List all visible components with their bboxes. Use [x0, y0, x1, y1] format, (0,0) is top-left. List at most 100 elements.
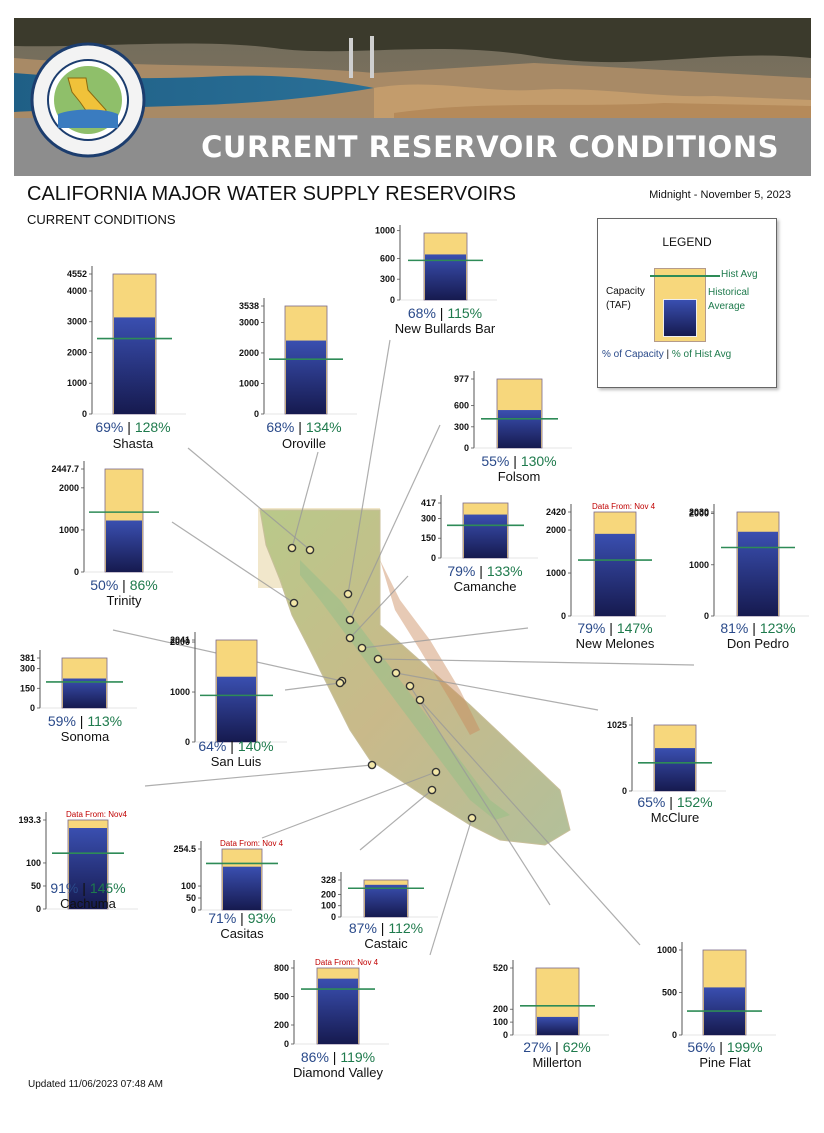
mcclure-pct-capacity: 65% — [637, 794, 665, 810]
pine-flat-tick-label: 1000 — [657, 945, 677, 955]
millerton-connector — [409, 685, 551, 906]
sonoma-tick-label: 150 — [20, 683, 35, 693]
shasta-storage-bar — [114, 317, 155, 414]
oroville-connector — [291, 451, 319, 549]
new-bullards-bar-tick-label: 1000 — [375, 226, 395, 236]
castaic-connector — [359, 789, 433, 851]
pine-flat-chart: 0 500 1000 56% | 199%Pine Flat — [657, 942, 776, 1070]
california-map — [258, 508, 571, 846]
casitas-name: Casitas — [220, 926, 264, 941]
millerton-tick-label: 200 — [493, 1004, 508, 1014]
folsom-pct-separator: | — [509, 453, 520, 469]
oroville-pct-separator: | — [294, 419, 305, 435]
folsom-tick-label: 600 — [454, 401, 469, 411]
castaic-name: Castaic — [364, 936, 408, 951]
diamond-valley-pct-separator: | — [329, 1049, 340, 1065]
don-pedro-connector — [377, 658, 695, 666]
camanche-tick-label: 300 — [421, 513, 436, 523]
legend-title: LEGEND — [662, 235, 712, 249]
folsom-pct-label: 55% | 130% — [481, 453, 556, 469]
millerton-pct-hist: 62% — [563, 1039, 591, 1055]
casitas-pct-hist: 93% — [248, 910, 276, 926]
connector-lines — [112, 339, 695, 956]
shasta-pct-separator: | — [123, 419, 134, 435]
folsom-pct-capacity: 55% — [481, 453, 509, 469]
don-pedro-pct-separator: | — [748, 620, 759, 636]
mcclure-pct-separator: | — [665, 794, 676, 810]
pine-flat-name: Pine Flat — [699, 1055, 751, 1070]
pine-flat-tick-label: 500 — [662, 988, 677, 998]
don-pedro-pct-label: 81% | 123% — [720, 620, 795, 636]
mcclure-connector — [395, 672, 599, 711]
cachuma-name: Cachuma — [60, 896, 116, 911]
diamond-valley-pct-capacity: 86% — [301, 1049, 329, 1065]
castaic-pct-hist: 112% — [388, 920, 423, 936]
folsom-tick-label: 0 — [464, 443, 469, 453]
oroville-pct-capacity: 68% — [266, 419, 294, 435]
cachuma-tick-label: 100 — [26, 858, 41, 868]
legend-footer: % of Capacity | % of Hist Avg — [602, 349, 731, 360]
camanche-pct-separator: | — [475, 563, 486, 579]
new-melones-connector — [361, 627, 529, 649]
new-bullards-bar-marker — [343, 589, 353, 599]
legend: LEGEND Hist Avg Capacity (TAF) Historica… — [597, 218, 777, 388]
new-bullards-bar-name: New Bullards Bar — [395, 321, 496, 336]
millerton-pct-separator: | — [551, 1039, 562, 1055]
sonoma-pct-separator: | — [76, 713, 87, 729]
shasta-marker — [305, 545, 315, 555]
san-luis-pct-capacity: 64% — [198, 738, 226, 754]
casitas-tick-label: 100 — [181, 881, 196, 891]
legend-capacity-label: Capacity (TAF) — [606, 285, 645, 313]
oroville-pct-hist: 134% — [306, 419, 342, 435]
folsom-storage-bar — [498, 410, 541, 448]
camanche-pct-capacity: 79% — [447, 563, 475, 579]
san-luis-tick-label: 0 — [185, 737, 190, 747]
casitas-pct-capacity: 71% — [208, 910, 236, 926]
don-pedro-tick-label: 2030 — [689, 507, 709, 517]
date-label: Midnight - November 5, 2023 — [649, 189, 791, 201]
mcclure-marker — [391, 668, 401, 678]
san-luis-pct-separator: | — [226, 738, 237, 754]
cachuma-data-note: Data From: Nov4 — [66, 810, 127, 819]
new-melones-tick-label: 1000 — [546, 568, 566, 578]
san-luis-tick-label: 1000 — [170, 687, 190, 697]
camanche-chart: 0 150 300 417 79% | 133%Camanche — [421, 495, 538, 594]
castaic-pct-capacity: 87% — [349, 920, 377, 936]
new-bullards-bar-pct-label: 68% | 115% — [408, 305, 482, 321]
san-luis-pct-hist: 140% — [238, 738, 274, 754]
shasta-tick-label: 4552 — [67, 269, 87, 279]
trinity-marker — [289, 598, 299, 608]
camanche-marker — [345, 633, 355, 643]
cachuma-pct-capacity: 91% — [50, 880, 78, 896]
cachuma-tick-label: 50 — [31, 881, 41, 891]
castaic-storage-bar — [365, 884, 407, 917]
pine-flat-pct-capacity: 56% — [687, 1039, 715, 1055]
new-melones-pct-hist: 147% — [617, 620, 653, 636]
new-melones-tick-label: 2420 — [546, 507, 566, 517]
sonoma-tick-label: 0 — [30, 703, 35, 713]
legend-storage-fill — [663, 299, 697, 337]
don-pedro-tick-label: 0 — [704, 611, 709, 621]
page-subtitle: CURRENT CONDITIONS — [27, 212, 176, 227]
trinity-tick-label: 0 — [74, 567, 79, 577]
casitas-chart: 0 50 100 254.5 Data From: Nov 4 71% | 93%Casi… — [173, 839, 292, 941]
casitas-tick-label: 50 — [186, 893, 196, 903]
new-melones-pct-capacity: 79% — [577, 620, 605, 636]
banner-image — [14, 18, 811, 176]
new-melones-chart: 0 1000 2000 2420 Data From: Nov 4 79% | 147%N… — [546, 502, 666, 651]
sonoma-tick-label: 300 — [20, 664, 35, 674]
castaic-pct-separator: | — [377, 920, 388, 936]
folsom-chart: 0 300 600 977 55% | 130%Folsom — [454, 371, 572, 484]
san-luis-name: San Luis — [211, 754, 262, 769]
oroville-tick-label: 0 — [254, 409, 259, 419]
oroville-marker — [287, 543, 297, 553]
millerton-name: Millerton — [532, 1055, 581, 1070]
cachuma-pct-separator: | — [78, 880, 89, 896]
new-bullards-bar-tick-label: 0 — [390, 295, 395, 305]
sonoma-pct-label: 59% | 113% — [48, 713, 122, 729]
